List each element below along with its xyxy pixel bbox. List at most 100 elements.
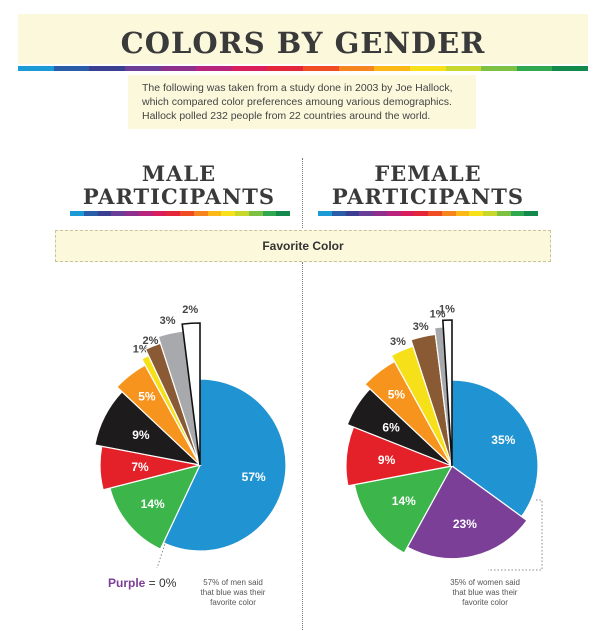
slice-label: 23% (453, 517, 477, 531)
stripe-segment (207, 211, 222, 216)
pie-chart-male: 57%14%7%9%5%1%2%3%2% (94, 304, 287, 552)
note-line: favorite color (462, 598, 508, 607)
color-stripe-top (18, 66, 588, 71)
page-title: COLORS BY GENDER (120, 26, 486, 60)
intro-text: The following was taken from a study don… (128, 75, 476, 129)
intro-line: Hallock polled 232 people from 22 countr… (142, 110, 431, 122)
stripe-segment (441, 211, 456, 216)
purple-annotation: Purple = 0% (108, 576, 176, 590)
chart-subtitle: Favorite Color (55, 230, 551, 262)
slice-label: 6% (382, 420, 400, 434)
pie-slice (109, 464, 202, 550)
slice-label: 2% (143, 335, 159, 347)
female-blue-note: 35% of women said that blue was their fa… (430, 578, 540, 608)
slice-label: 7% (131, 460, 149, 474)
stripe-segment (235, 211, 249, 216)
color-stripe-male (70, 211, 290, 216)
pie-slice (441, 319, 453, 467)
male-heading-line: PARTICIPANTS (82, 184, 276, 209)
slice-label: 3% (413, 321, 429, 333)
slice-label: 9% (132, 428, 150, 442)
slice-label: 1% (439, 303, 455, 315)
center-divider (302, 262, 303, 630)
stripe-segment (276, 211, 290, 216)
slice-label: 3% (160, 315, 176, 327)
stripe-segment (221, 211, 235, 216)
stripe-segment (469, 211, 483, 216)
intro-line: which compared color preferences amoung … (142, 96, 452, 108)
stripe-segment (455, 211, 470, 216)
stripe-segment (400, 211, 415, 216)
note-line: 35% of women said (450, 578, 520, 587)
title-banner: COLORS BY GENDER (18, 14, 588, 64)
stripe-segment (409, 66, 446, 71)
stripe-segment (481, 66, 517, 71)
note-line: that blue was their (452, 588, 518, 597)
stripe-segment (386, 211, 401, 216)
pie-slice (406, 465, 528, 560)
center-divider (302, 158, 303, 228)
stripe-segment (510, 211, 525, 216)
stripe-segment (552, 66, 588, 71)
stripe-segment (516, 66, 553, 71)
note-line: favorite color (210, 598, 256, 607)
slice-label: 3% (390, 336, 406, 348)
purple-word: Purple (108, 576, 146, 590)
slice-label: 5% (138, 390, 156, 404)
color-stripe-female (318, 211, 538, 216)
stripe-segment (483, 211, 497, 216)
slice-label: 14% (141, 497, 165, 511)
stripe-segment (248, 211, 263, 216)
slice-label: 9% (378, 453, 396, 467)
stripe-segment (331, 211, 346, 216)
stripe-segment (89, 66, 125, 71)
stripe-segment (359, 211, 373, 216)
pie-slice (353, 465, 454, 554)
pie-chart-female: 35%23%14%9%6%5%3%3%1%1% (345, 303, 539, 560)
stripe-segment (125, 211, 139, 216)
female-heading-line: FEMALE (374, 161, 482, 186)
stripe-segment (496, 211, 511, 216)
stripe-segment (111, 211, 125, 216)
stripe-segment (373, 211, 387, 216)
slice-label: 2% (182, 304, 198, 316)
pie-slice (451, 379, 539, 518)
stripe-segment (196, 66, 232, 71)
stripe-segment (414, 211, 428, 216)
male-heading-line: MALE (141, 161, 217, 186)
male-blue-note: 57% of men said that blue was their favo… (178, 578, 288, 608)
stripe-segment (97, 211, 112, 216)
pie-slice (162, 378, 287, 552)
stripe-segment (124, 66, 161, 71)
stripe-segment (18, 66, 54, 71)
stripe-segment (70, 211, 84, 216)
female-leader-line (488, 499, 543, 571)
stripe-segment (160, 66, 197, 71)
stripe-segment (262, 211, 277, 216)
stripe-segment (180, 211, 194, 216)
stripe-segment (428, 211, 442, 216)
male-heading: MALE PARTICIPANTS (49, 162, 309, 208)
stripe-segment (166, 211, 180, 216)
slice-label: 57% (242, 470, 266, 484)
female-heading-line: PARTICIPANTS (331, 184, 525, 209)
slice-label: 1% (430, 308, 446, 320)
stripe-segment (152, 211, 167, 216)
stripe-segment (445, 66, 482, 71)
purple-value: = 0% (145, 576, 177, 590)
stripe-segment (318, 211, 332, 216)
stripe-segment (193, 211, 208, 216)
female-heading: FEMALE PARTICIPANTS (298, 162, 558, 208)
slice-label: 5% (388, 387, 406, 401)
pie-slice (181, 322, 201, 466)
stripe-segment (53, 66, 90, 71)
stripe-segment (138, 211, 153, 216)
note-line: 57% of men said (203, 578, 263, 587)
male-leader-line (156, 540, 167, 569)
stripe-segment (524, 211, 538, 216)
note-line: that blue was their (200, 588, 266, 597)
slice-label: 14% (392, 494, 416, 508)
slice-label: 1% (133, 344, 149, 356)
stripe-segment (345, 211, 360, 216)
